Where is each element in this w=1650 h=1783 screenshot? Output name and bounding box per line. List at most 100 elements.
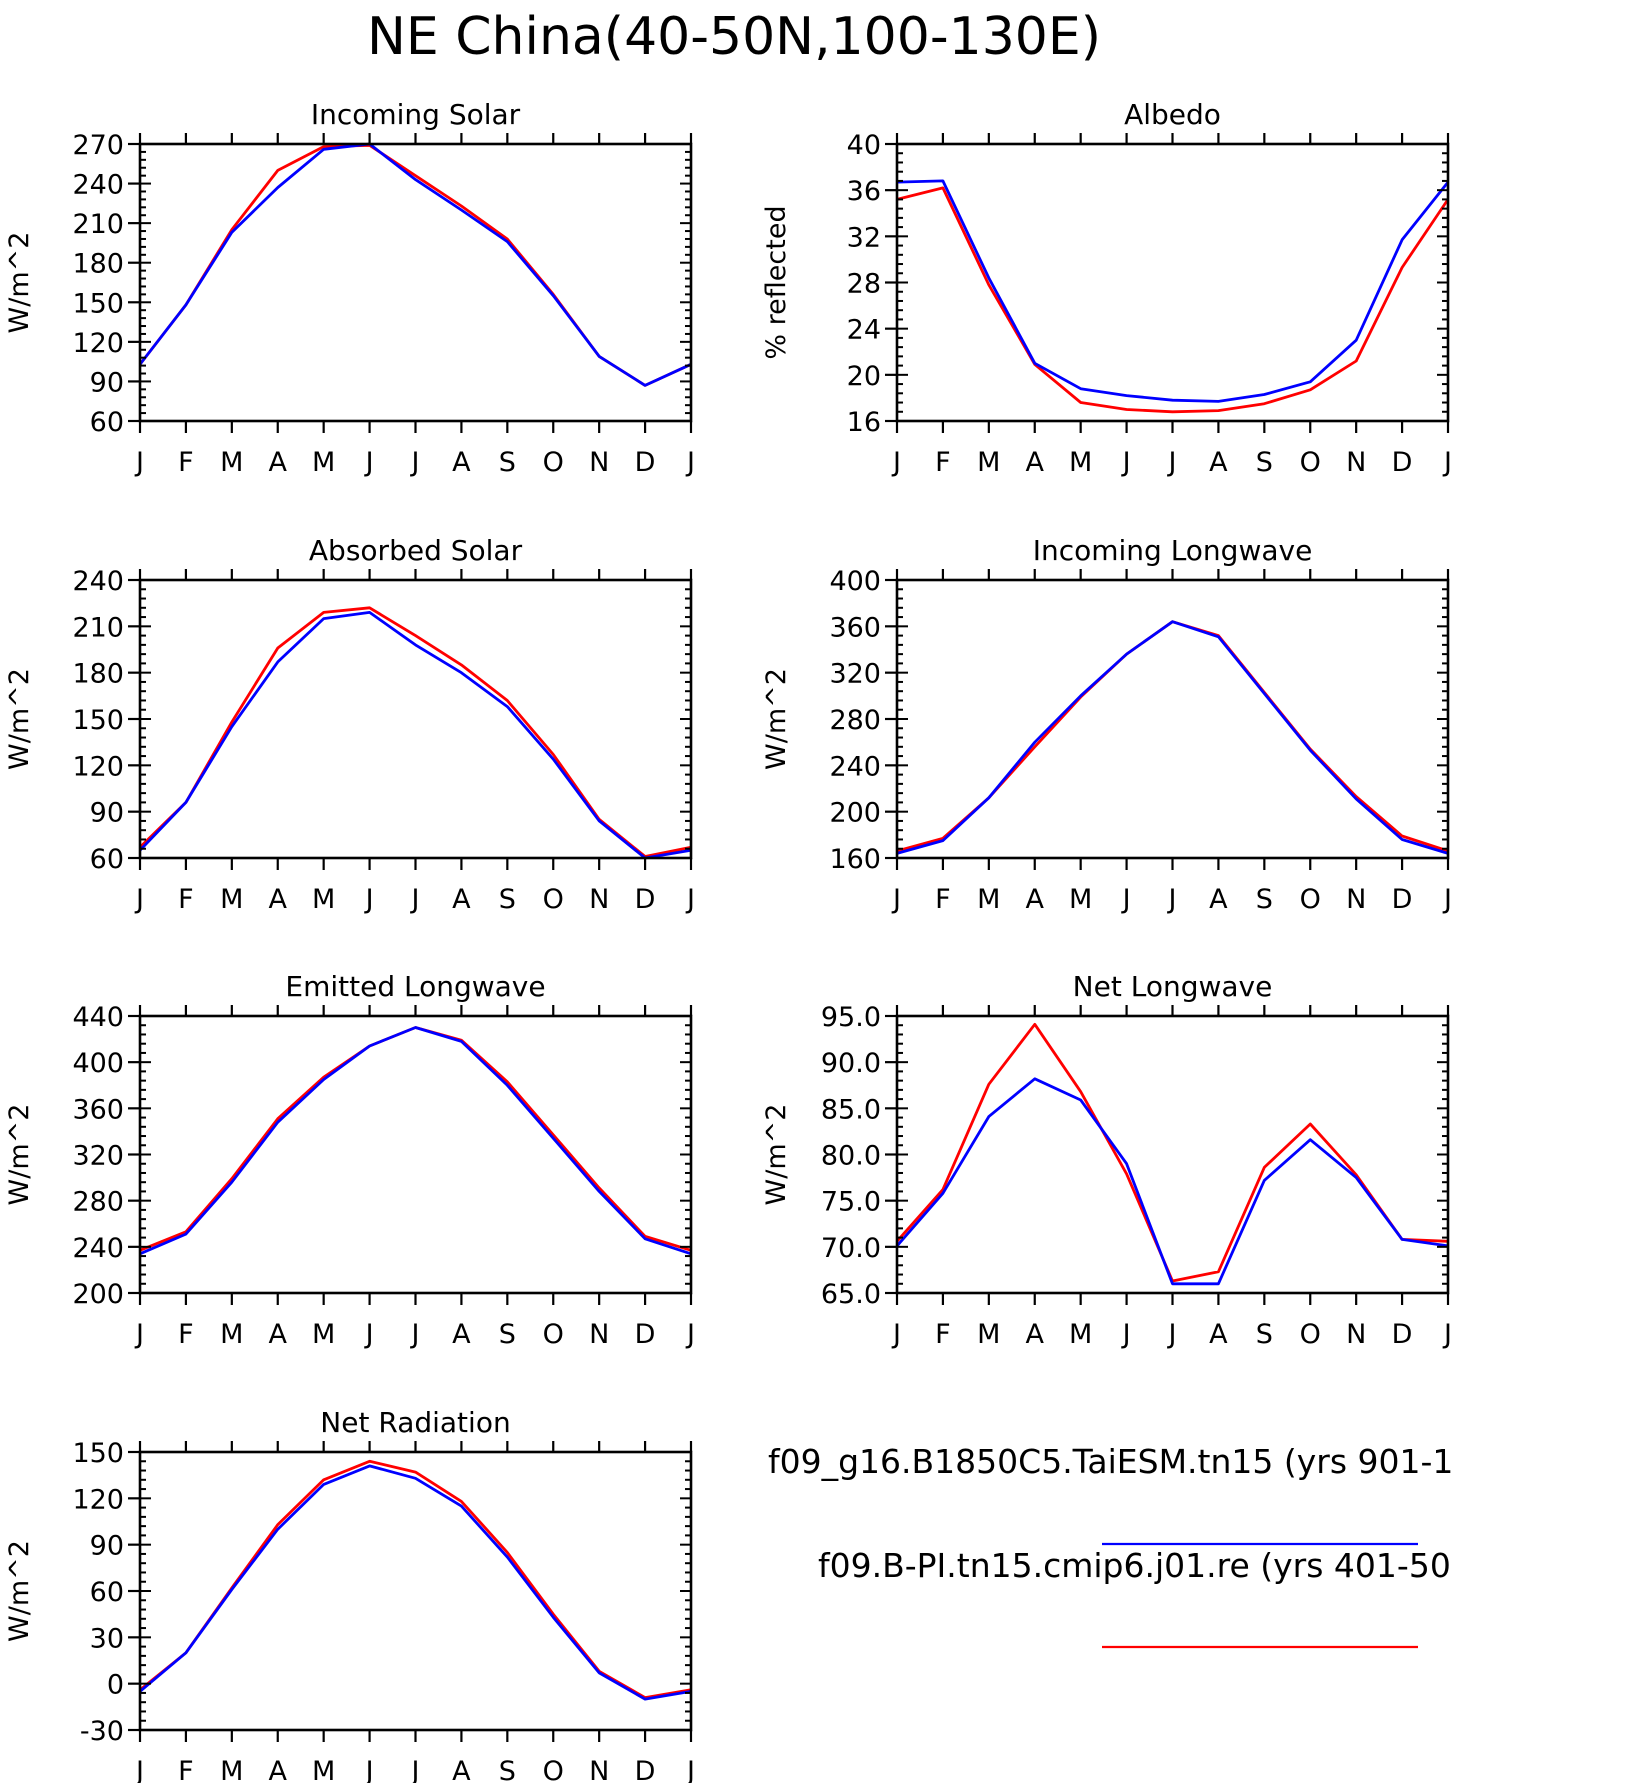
- y-tick-label: -30: [80, 1716, 124, 1747]
- y-tick-label: 320: [72, 1141, 124, 1172]
- y-tick-label: 120: [72, 751, 124, 782]
- x-tick-label: M: [1069, 1319, 1092, 1350]
- x-tick-label: J: [685, 1756, 695, 1783]
- y-axis-label: % reflected: [761, 205, 792, 359]
- y-tick-label: 0: [107, 1670, 124, 1701]
- panel-title: Incoming Solar: [311, 98, 521, 131]
- x-tick-label: J: [364, 884, 374, 915]
- y-tick-label: 40: [847, 130, 881, 161]
- x-tick-label: J: [1442, 1319, 1452, 1350]
- x-tick-label: J: [410, 884, 420, 915]
- x-tick-label: A: [452, 1319, 471, 1350]
- y-tick-label: 200: [829, 798, 881, 829]
- y-tick-label: 120: [72, 1484, 124, 1515]
- y-tick-label: 90: [90, 367, 124, 398]
- x-tick-label: J: [1167, 447, 1177, 478]
- y-tick-label: 60: [90, 1577, 124, 1608]
- x-tick-label: O: [543, 1756, 564, 1783]
- y-tick-label: 60: [90, 844, 124, 875]
- x-tick-label: D: [635, 447, 656, 478]
- y-tick-label: 320: [829, 659, 881, 690]
- x-tick-label: J: [891, 1319, 901, 1350]
- y-tick-label: 240: [72, 1233, 124, 1264]
- x-tick-label: A: [452, 447, 471, 478]
- y-tick-label: 210: [72, 612, 124, 643]
- x-tick-label: A: [269, 1756, 288, 1783]
- series-line-0: [896, 620, 1449, 853]
- x-tick-label: J: [134, 447, 144, 478]
- x-tick-label: M: [977, 447, 1000, 478]
- y-tick-label: 210: [72, 209, 124, 240]
- series-line-0: [895, 1022, 1449, 1283]
- panel-title: Absorbed Solar: [309, 534, 523, 567]
- plot-frame: [895, 1014, 1450, 1295]
- x-tick-label: S: [499, 884, 516, 915]
- x-tick-label: J: [364, 447, 374, 478]
- x-tick-label: M: [220, 447, 243, 478]
- x-tick-label: J: [685, 884, 695, 915]
- series-line-1: [138, 611, 692, 860]
- series-line-0: [896, 186, 1450, 414]
- y-tick-label: 75.0: [821, 1187, 881, 1218]
- x-tick-label: M: [977, 1319, 1000, 1350]
- x-tick-label: J: [685, 1319, 695, 1350]
- x-tick-label: S: [1256, 447, 1273, 478]
- x-tick-label: D: [1392, 1319, 1413, 1350]
- y-tick-label: 28: [847, 269, 881, 300]
- y-axis-label: W/m^2: [761, 1104, 792, 1206]
- x-tick-label: J: [364, 1756, 374, 1783]
- y-tick-label: 400: [72, 1048, 124, 1079]
- x-tick-label: O: [1300, 884, 1321, 915]
- x-tick-label: O: [543, 884, 564, 915]
- x-tick-label: N: [1346, 1319, 1366, 1350]
- x-tick-label: M: [220, 884, 243, 915]
- x-tick-label: S: [499, 1319, 516, 1350]
- x-tick-label: N: [1346, 447, 1366, 478]
- x-tick-label: M: [977, 884, 1000, 915]
- y-tick-label: 280: [829, 705, 881, 736]
- y-tick-label: 270: [72, 130, 124, 161]
- y-tick-label: 16: [847, 407, 881, 438]
- series-line-1: [895, 1077, 1449, 1286]
- x-tick-label: F: [935, 1319, 951, 1350]
- y-tick-label: 150: [72, 1438, 124, 1469]
- series-line-0: [138, 143, 692, 387]
- x-tick-label: J: [364, 1319, 374, 1350]
- x-tick-label: M: [220, 1756, 243, 1783]
- x-tick-label: N: [589, 884, 609, 915]
- y-axis-label: W/m^2: [4, 1540, 35, 1642]
- x-tick-label: A: [1026, 884, 1045, 915]
- x-tick-label: S: [1256, 1319, 1273, 1350]
- plot-frame: [138, 1450, 693, 1732]
- x-tick-label: N: [1346, 884, 1366, 915]
- y-tick-label: 180: [72, 659, 124, 690]
- panel-5: 65.070.075.080.085.090.095.0J F M A M J J A S O N D…: [761, 970, 1452, 1350]
- y-axis-label: W/m^2: [4, 668, 35, 770]
- y-axis-label: W/m^2: [4, 232, 35, 334]
- x-tick-label: J: [1167, 1319, 1177, 1350]
- y-tick-label: 240: [72, 170, 124, 201]
- x-tick-label: J: [1167, 884, 1177, 915]
- x-tick-label: A: [1026, 1319, 1045, 1350]
- y-tick-label: 90: [90, 1531, 124, 1562]
- series-line-1: [896, 179, 1450, 403]
- x-tick-label: M: [312, 447, 335, 478]
- x-tick-label: J: [891, 447, 901, 478]
- x-tick-label: J: [1121, 1319, 1131, 1350]
- x-tick-label: A: [452, 884, 471, 915]
- series-line-1: [139, 1026, 692, 1256]
- y-tick-label: 150: [72, 705, 124, 736]
- y-tick-label: 440: [72, 1002, 124, 1033]
- y-tick-label: 36: [847, 176, 881, 207]
- x-tick-label: A: [452, 1756, 471, 1783]
- series-line-1: [139, 1464, 692, 1701]
- y-tick-label: 200: [72, 1279, 124, 1310]
- x-tick-label: M: [312, 884, 335, 915]
- x-tick-label: F: [178, 447, 194, 478]
- x-tick-label: F: [935, 447, 951, 478]
- x-tick-label: N: [589, 1319, 609, 1350]
- x-tick-label: O: [1300, 447, 1321, 478]
